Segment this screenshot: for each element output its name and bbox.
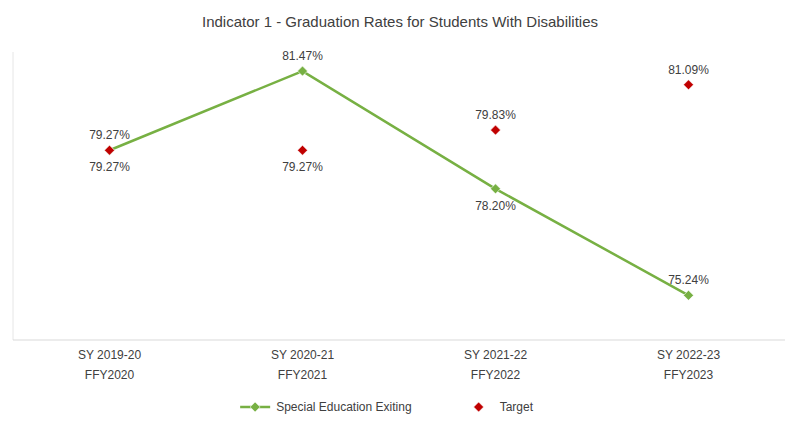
data-point [105, 145, 115, 155]
data-label: 79.27% [89, 128, 130, 142]
data-label: 78.20% [475, 199, 516, 213]
x-tick-label-line: FFY2021 [278, 368, 328, 382]
chart-title: Indicator 1 - Graduation Rates for Stude… [202, 13, 598, 30]
legend: Special Education Exiting Target [240, 400, 534, 414]
data-point [105, 145, 115, 155]
x-tick-label: SY 2022-23 FFY2023 [657, 348, 720, 382]
x-tick-label-line: SY 2021-22 [464, 348, 527, 362]
data-label: 79.27% [89, 160, 130, 174]
data-label: 79.83% [475, 108, 516, 122]
legend-label: Special Education Exiting [276, 400, 411, 414]
data-point [298, 66, 308, 76]
x-tick-label: SY 2019-20 FFY2020 [78, 348, 141, 382]
data-label: 81.09% [668, 63, 709, 77]
data-label: 81.47% [282, 49, 323, 63]
x-tick-label-line: SY 2022-23 [657, 348, 720, 362]
chart-svg: Indicator 1 - Graduation Rates for Stude… [0, 0, 800, 428]
series-group [105, 66, 694, 300]
data-point [684, 80, 694, 90]
data-label: 75.24% [668, 273, 709, 287]
y-axis-line [13, 52, 14, 340]
series-group [105, 80, 694, 156]
data-label: 79.27% [282, 160, 323, 174]
data-point [684, 290, 694, 300]
data-point [491, 184, 501, 194]
data-point [491, 125, 501, 135]
x-tick-label-line: SY 2019-20 [78, 348, 141, 362]
x-tick-label-line: FFY2023 [664, 368, 714, 382]
legend-swatch-marker [474, 402, 484, 412]
data-point [298, 145, 308, 155]
plot-marks [105, 66, 694, 300]
x-tick-label-line: FFY2022 [471, 368, 521, 382]
series-line [110, 71, 689, 295]
x-tick-label: SY 2021-22 FFY2022 [464, 348, 527, 382]
background [0, 0, 800, 428]
legend-swatch-marker [250, 402, 260, 412]
x-tick-label: SY 2020-21 FFY2021 [271, 348, 334, 382]
legend-label: Target [500, 400, 534, 414]
x-tick-label-line: SY 2020-21 [271, 348, 334, 362]
x-axis-line [13, 340, 785, 341]
x-tick-label-line: FFY2020 [85, 368, 135, 382]
chart-container: Indicator 1 - Graduation Rates for Stude… [0, 0, 800, 428]
